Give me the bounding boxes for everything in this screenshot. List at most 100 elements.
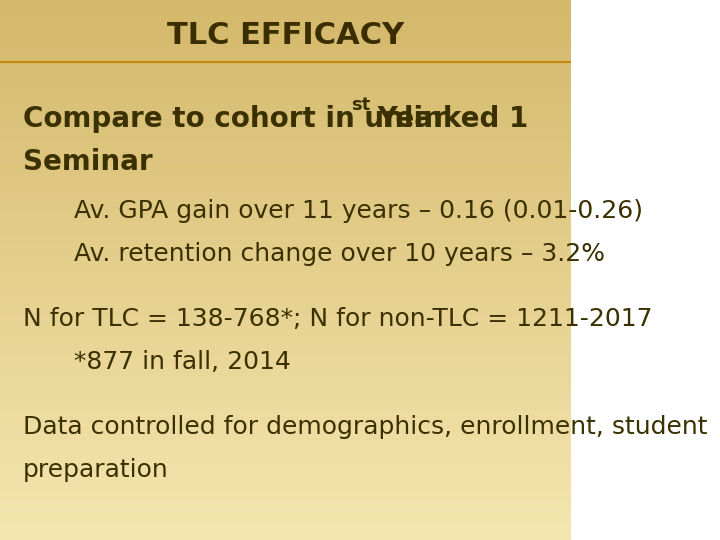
Bar	[0, 324, 571, 326]
Bar	[0, 436, 571, 437]
Bar	[0, 536, 571, 538]
Bar	[0, 353, 571, 355]
Bar	[0, 409, 571, 410]
Bar	[0, 417, 571, 420]
Bar	[0, 299, 571, 301]
Bar	[0, 282, 571, 285]
Bar	[0, 174, 571, 177]
Bar	[0, 151, 571, 153]
Bar	[0, 142, 571, 144]
Bar	[0, 69, 571, 70]
Bar	[0, 147, 571, 150]
Bar	[0, 243, 571, 245]
Bar	[0, 108, 571, 110]
Bar	[0, 471, 571, 474]
Bar	[0, 177, 571, 178]
Bar	[0, 212, 571, 214]
Bar	[0, 77, 571, 79]
Bar	[0, 263, 571, 265]
Bar	[0, 150, 571, 151]
Bar	[0, 464, 571, 466]
Bar	[0, 531, 571, 533]
Bar	[0, 504, 571, 506]
Bar	[0, 255, 571, 258]
Bar	[0, 376, 571, 378]
Bar	[0, 133, 571, 135]
Bar	[0, 349, 571, 351]
Text: Data controlled for demographics, enrollment, student: Data controlled for demographics, enroll…	[23, 415, 707, 438]
Bar	[0, 439, 571, 441]
Bar	[0, 45, 571, 47]
Bar	[0, 258, 571, 259]
Bar	[0, 27, 571, 29]
Bar	[0, 234, 571, 236]
Text: Year: Year	[369, 105, 447, 133]
Bar	[0, 515, 571, 517]
Bar	[0, 336, 571, 339]
Bar	[0, 162, 571, 164]
Bar	[0, 286, 571, 288]
Bar	[0, 475, 571, 477]
Bar	[0, 326, 571, 328]
Bar	[0, 427, 571, 428]
Bar	[0, 270, 571, 272]
Bar	[0, 374, 571, 376]
Bar	[0, 342, 571, 344]
Bar	[0, 390, 571, 393]
Bar	[0, 204, 571, 205]
Bar	[0, 461, 571, 463]
Bar	[0, 367, 571, 369]
Bar	[0, 371, 571, 373]
Bar	[0, 164, 571, 166]
Bar	[0, 126, 571, 128]
Bar	[0, 169, 571, 171]
Bar	[0, 207, 571, 209]
Bar	[0, 104, 571, 106]
Bar	[0, 380, 571, 382]
Bar	[0, 254, 571, 255]
Bar	[0, 72, 571, 74]
Bar	[0, 58, 571, 59]
Bar	[0, 434, 571, 436]
Bar	[0, 171, 571, 173]
Bar	[0, 49, 571, 50]
Bar	[0, 146, 571, 147]
Bar	[0, 403, 571, 405]
Bar	[0, 498, 571, 501]
Bar	[0, 484, 571, 486]
Bar	[0, 412, 571, 414]
Bar	[0, 38, 571, 39]
Bar	[0, 22, 571, 23]
Bar	[0, 232, 571, 234]
Bar	[0, 331, 571, 333]
Bar	[0, 339, 571, 340]
Bar	[0, 123, 571, 124]
Bar	[0, 425, 571, 427]
Bar	[0, 194, 571, 196]
Bar	[0, 281, 571, 282]
Bar	[0, 9, 571, 11]
Bar	[0, 34, 571, 36]
Bar	[0, 315, 571, 317]
Bar	[0, 441, 571, 443]
Bar	[0, 428, 571, 430]
Bar	[0, 529, 571, 531]
Bar	[0, 167, 571, 169]
Bar	[0, 432, 571, 434]
Bar	[0, 74, 571, 76]
Bar	[0, 137, 571, 139]
Bar	[0, 31, 571, 32]
Bar	[0, 277, 571, 279]
Bar	[0, 96, 571, 97]
Bar	[0, 259, 571, 261]
Bar	[0, 266, 571, 268]
Bar	[0, 252, 571, 254]
Bar	[0, 135, 571, 137]
Bar	[0, 292, 571, 293]
Bar	[0, 20, 571, 22]
Bar	[0, 52, 571, 54]
Bar	[0, 128, 571, 130]
Bar	[0, 358, 571, 360]
Bar	[0, 70, 571, 72]
Bar	[0, 228, 571, 231]
